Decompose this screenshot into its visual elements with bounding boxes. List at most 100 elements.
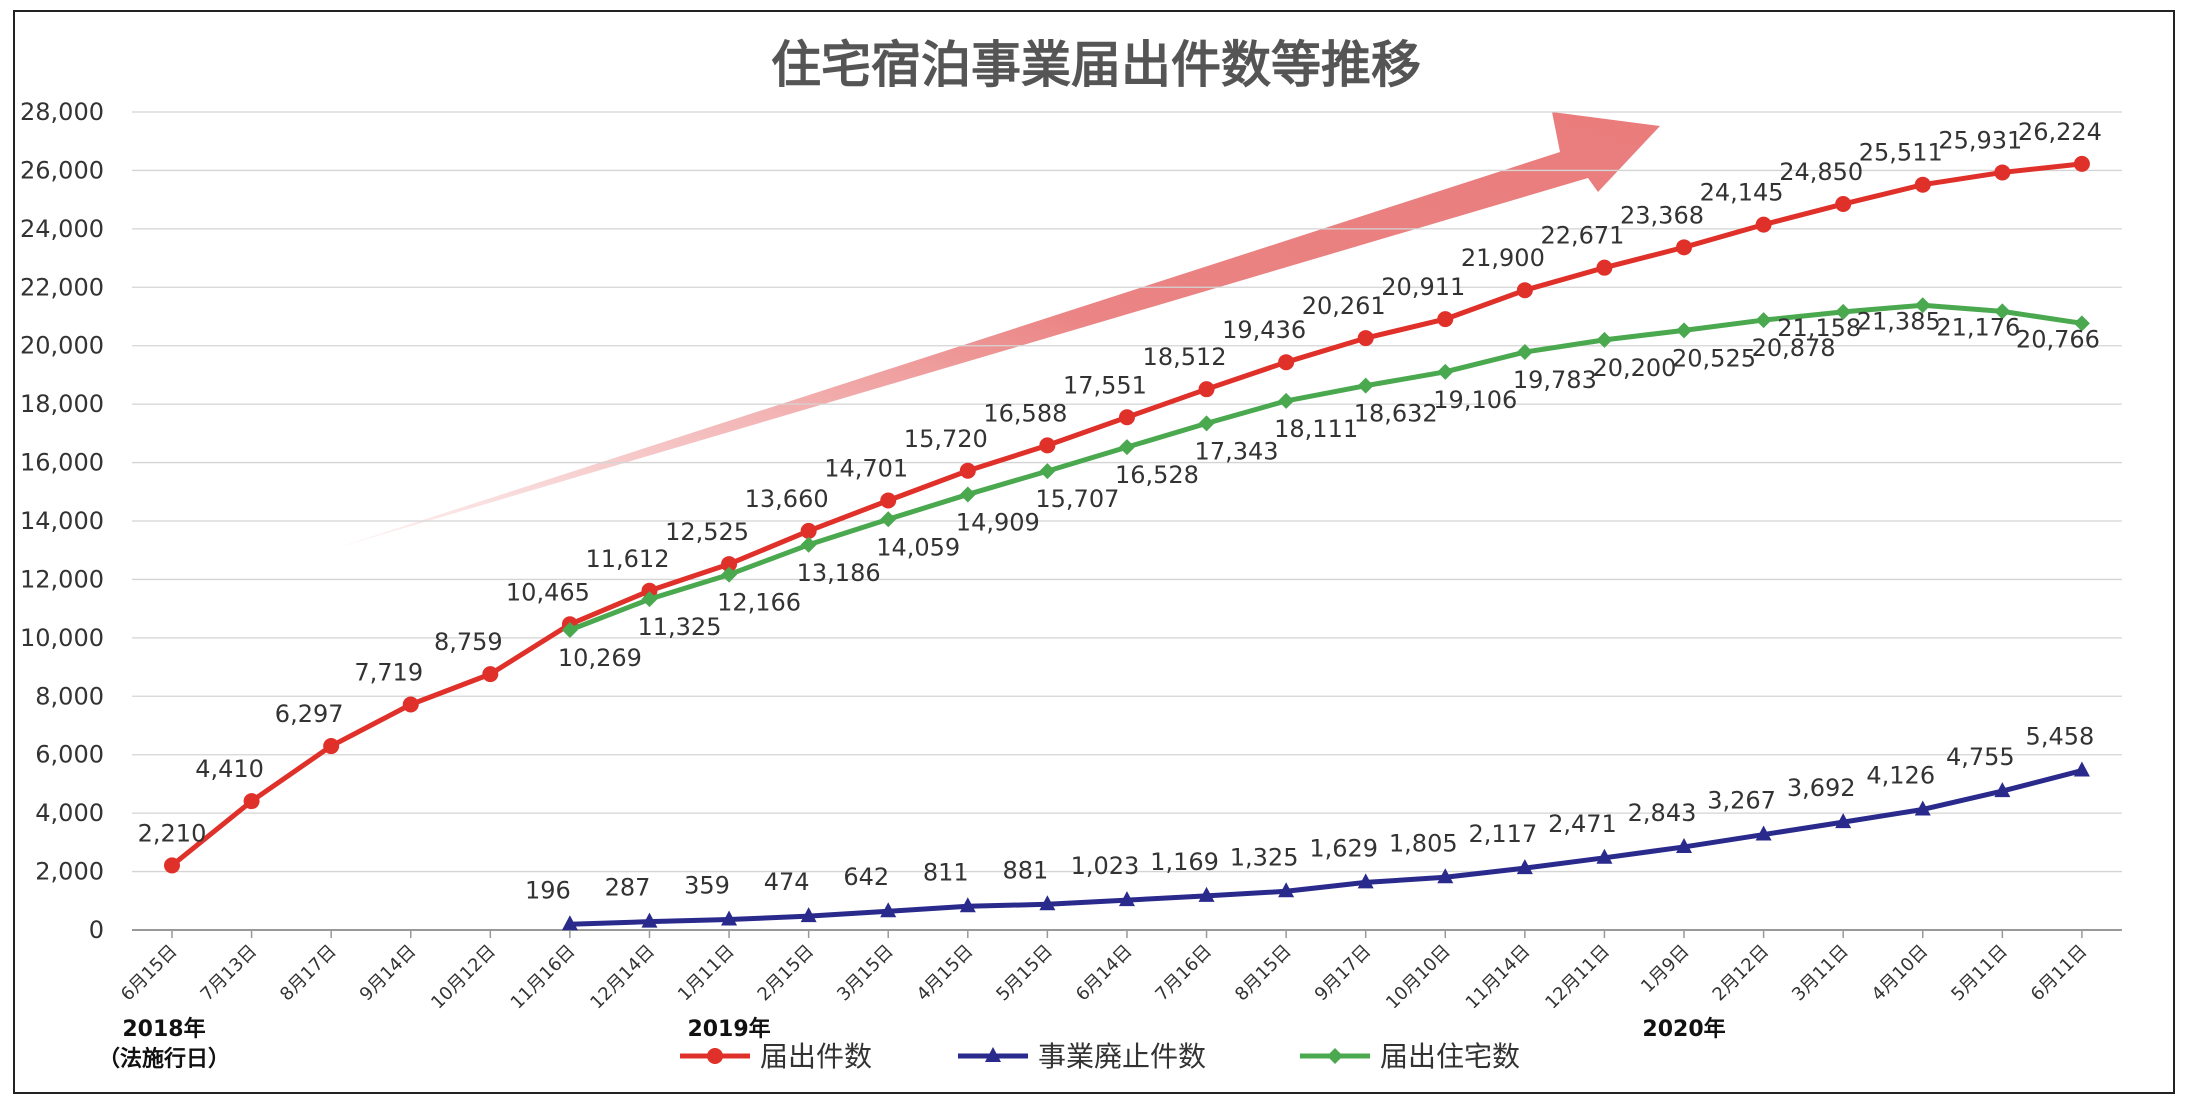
data-label: 15,720: [904, 425, 988, 453]
data-point: [1357, 330, 1374, 347]
data-label: 16,588: [983, 399, 1067, 427]
data-point: [1835, 303, 1852, 320]
data-label: 811: [923, 858, 969, 886]
legend: 届出件数 事業廃止件数 届出住宅数: [680, 1040, 1520, 1073]
data-point: [1994, 782, 2011, 798]
data-label: 15,707: [1035, 485, 1119, 513]
data-label: 25,511: [1859, 139, 1943, 167]
data-point: [1596, 259, 1613, 276]
data-point: [243, 793, 260, 810]
x-tick-label: 9月17日: [1311, 941, 1376, 1006]
x-axis: 6月15日 7月13日 8月17日 9月14日 10月12日 11月16日 12月14日 1月…: [117, 930, 2091, 1014]
data-point: [1994, 303, 2011, 320]
data-label: 16,528: [1115, 461, 1199, 489]
data-label: 10,465: [506, 578, 590, 606]
x-tick-label: 1月11日: [674, 941, 739, 1006]
data-point: [641, 591, 658, 608]
data-point: [1994, 164, 2011, 181]
x-tick-label: 11月16日: [507, 941, 580, 1014]
data-point: [1357, 873, 1374, 889]
data-label: 26,224: [2018, 118, 2102, 146]
x-tick-label: 2月12日: [1709, 941, 1774, 1006]
data-label: 3,692: [1787, 774, 1856, 802]
data-label: 21,385: [1857, 307, 1941, 335]
data-label: 21,158: [1777, 314, 1861, 342]
x-tick-label: 4月15日: [913, 941, 978, 1006]
data-label: 1,805: [1389, 829, 1458, 857]
data-label: 8,759: [434, 628, 503, 656]
x-tick-label: 11月14日: [1462, 941, 1535, 1014]
data-label: 14,701: [824, 455, 908, 483]
data-point: [2073, 155, 2090, 172]
data-point: [1914, 297, 1931, 314]
legend-marker: [985, 1047, 1001, 1062]
y-tick-label: 18,000: [20, 390, 104, 418]
data-label: 18,111: [1274, 415, 1358, 443]
data-label: 18,512: [1143, 343, 1227, 371]
data-label: 12,166: [717, 589, 801, 617]
y-tick-label: 24,000: [20, 215, 104, 243]
data-point: [880, 492, 897, 509]
data-label: 19,106: [1433, 386, 1517, 414]
data-point: [1278, 354, 1295, 371]
data-point: [721, 566, 738, 583]
data-point: [1676, 322, 1693, 339]
data-point: [1039, 895, 1056, 911]
data-point: [482, 666, 499, 683]
data-label: 1,169: [1150, 848, 1219, 876]
data-point: [1596, 848, 1613, 864]
x-tick-label: 8月17日: [276, 941, 341, 1006]
series-line: [568, 302, 2083, 633]
data-label: 14,059: [876, 533, 960, 561]
data-label: 24,145: [1700, 179, 1784, 207]
y-tick-label: 10,000: [20, 624, 104, 652]
data-label: 11,325: [637, 613, 721, 641]
data-label: 1,023: [1071, 852, 1140, 880]
data-point: [402, 696, 419, 713]
data-label: 10,269: [558, 644, 642, 672]
data-point: [721, 910, 738, 926]
data-label: 21,176: [1936, 313, 2020, 341]
data-label: 21,900: [1461, 244, 1545, 272]
data-label: 20,525: [1672, 344, 1756, 372]
data-point: [1676, 239, 1693, 256]
data-label: 474: [764, 868, 810, 896]
x-tick-label: 12月14日: [586, 941, 659, 1014]
data-label: 4,126: [1866, 761, 1935, 789]
data-label: 25,931: [1938, 126, 2022, 154]
data-point: [959, 486, 976, 503]
data-label: 19,436: [1222, 316, 1306, 344]
x-tick-label: 7月13日: [197, 941, 262, 1006]
year-labels: 2018年 （法施行日） 2019年 2020年: [98, 1016, 1726, 1072]
data-label: 2,117: [1469, 820, 1538, 848]
data-point: [323, 738, 340, 755]
y-tick-label: 22,000: [20, 273, 104, 301]
data-label: 359: [684, 872, 730, 900]
y-tick-label: 28,000: [20, 98, 104, 126]
y-tick-label: 4,000: [35, 799, 104, 827]
x-tick-label: 1月9日: [1637, 941, 1694, 998]
data-point: [1914, 176, 1931, 193]
data-label: 2,210: [138, 819, 207, 847]
data-point: [1118, 891, 1135, 907]
data-point: [1835, 813, 1852, 829]
y-axis: 0 2,000 4,000 6,000 8,000 10,000 12,000 14,000 1…: [20, 98, 104, 944]
y-tick-label: 8,000: [35, 682, 104, 710]
data-label: 4,410: [195, 755, 264, 783]
data-point: [1596, 331, 1613, 348]
x-tick-label: 2月15日: [754, 941, 819, 1006]
data-point: [1516, 859, 1533, 875]
data-label: 19,783: [1513, 366, 1597, 394]
data-point: [1118, 439, 1135, 456]
data-point: [1198, 381, 1215, 398]
series-line: [569, 768, 2083, 927]
legend-marker: [707, 1048, 723, 1064]
data-label: 20,878: [1752, 334, 1836, 362]
y-tick-label: 6,000: [35, 741, 104, 769]
data-point: [1039, 463, 1056, 480]
year-sublabel: （法施行日）: [98, 1046, 230, 1072]
x-tick-label: 10月12日: [427, 941, 500, 1014]
data-label: 13,660: [745, 485, 829, 513]
data-label: 287: [605, 874, 651, 902]
